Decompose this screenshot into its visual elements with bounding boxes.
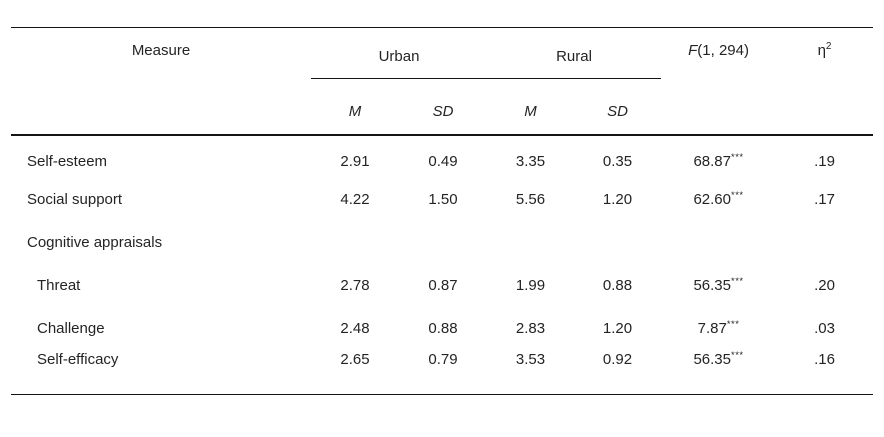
row-label: Threat: [37, 277, 81, 294]
rural-sd-cell: 0.88: [602, 277, 633, 294]
rural-mean-cell: [487, 221, 574, 264]
rural-mean-cell: 5.56: [515, 191, 546, 208]
column-group-urban: Urban: [311, 27, 488, 79]
f-value: 62.60: [693, 191, 731, 208]
rural-sd-cell: 1.20: [602, 320, 633, 337]
urban-mean-cell: 2.78: [340, 277, 370, 294]
urban-sd-cell: 0.49: [428, 152, 458, 170]
measure-cell: Cognitive appraisals: [11, 221, 311, 264]
table-row: Threat 2.78 0.87 1.99 0.88 56.35*** .20: [11, 264, 873, 307]
column-header-urban-sd: SD: [432, 102, 454, 120]
column-header-measure: Measure: [11, 28, 311, 136]
column-header-urban-mean: M: [348, 102, 362, 120]
measure-cell: Challenge: [11, 307, 311, 350]
row-label: Self-efficacy: [37, 351, 119, 368]
eta-squared-cell: [776, 221, 873, 264]
f-value-cell: 56.35***: [661, 350, 776, 395]
column-header-eta-squared: η2: [776, 28, 873, 136]
table-row: Social support 4.22 1.50 5.56 1.20 62.60…: [11, 178, 873, 221]
measure-cell: Threat: [11, 264, 311, 307]
urban-sd-cell: 1.50: [428, 191, 458, 208]
rural-sd-cell: [574, 221, 661, 264]
eta-symbol: η: [817, 42, 826, 59]
table-row: Challenge 2.48 0.88 2.83 1.20 7.87*** .0…: [11, 307, 873, 350]
f-value-cell: [661, 221, 776, 264]
significance-asterisks: ***: [731, 190, 744, 201]
table-row: Cognitive appraisals: [11, 221, 873, 264]
column-header-rural-mean: M: [524, 102, 537, 120]
eta-squared-cell: .03: [814, 320, 835, 337]
eta-exponent: 2: [825, 41, 832, 52]
anova-results-table: Measure Urban Rural F(1, 294) η2 M SD M …: [11, 27, 874, 395]
significance-asterisks: ***: [731, 350, 744, 361]
f-degrees-of-freedom: (1, 294): [697, 42, 749, 59]
measure-cell: Self-efficacy: [11, 350, 311, 395]
column-header-rural-sd: SD: [607, 102, 628, 120]
urban-mean-cell: 2.65: [340, 351, 370, 368]
urban-sd-cell: 0.88: [428, 320, 458, 337]
rural-group-label: Rural: [556, 48, 592, 65]
row-label: Cognitive appraisals: [27, 234, 163, 251]
f-value-cell: 7.87***: [661, 307, 776, 350]
measure-cell: Self-esteem: [11, 135, 311, 178]
f-value-cell: 68.87***: [661, 135, 776, 178]
rural-sd-cell: 1.20: [602, 191, 633, 208]
f-value: 68.87: [693, 152, 731, 170]
eta-squared-cell: .16: [814, 351, 835, 368]
f-value-cell: 62.60***: [661, 178, 776, 221]
significance-asterisks: ***: [731, 151, 744, 163]
rural-mean-cell: 2.83: [515, 320, 546, 337]
f-value: 56.35: [693, 277, 731, 294]
table-body: Self-esteem 2.91 0.49 3.35 0.35 68.87***…: [11, 135, 873, 395]
significance-asterisks: ***: [731, 276, 744, 287]
table-header: Measure Urban Rural F(1, 294) η2 M SD M …: [11, 27, 874, 136]
table-row: Self-esteem 2.91 0.49 3.35 0.35 68.87***…: [11, 135, 873, 178]
urban-mean-cell: 4.22: [340, 191, 370, 208]
rural-mean-cell: 3.53: [515, 351, 546, 368]
f-value: 7.87: [697, 320, 727, 337]
measure-cell: Social support: [11, 178, 311, 221]
row-label: Self-esteem: [27, 152, 108, 170]
f-symbol: F: [688, 42, 698, 59]
rural-sd-cell: 0.35: [602, 152, 633, 170]
column-group-rural: Rural: [487, 27, 662, 79]
urban-mean-cell: 2.48: [340, 320, 370, 337]
urban-mean-cell: 2.91: [340, 152, 370, 170]
header-row-groups: Measure Urban Rural F(1, 294) η2: [11, 27, 873, 79]
rural-mean-cell: 3.35: [515, 152, 546, 170]
urban-sd-cell: 0.79: [428, 351, 458, 368]
f-value-cell: 56.35***: [661, 264, 776, 307]
eta-squared-cell: .20: [814, 277, 835, 294]
column-header-f-statistic: F(1, 294): [661, 28, 776, 136]
urban-group-label: Urban: [378, 48, 420, 65]
eta-squared-cell: .17: [814, 191, 835, 208]
rural-sd-cell: 0.92: [602, 351, 633, 368]
table-row: Self-efficacy 2.65 0.79 3.53 0.92 56.35*…: [11, 350, 873, 395]
significance-asterisks: ***: [726, 319, 740, 330]
rural-mean-cell: 1.99: [515, 277, 546, 294]
urban-sd-cell: [399, 221, 487, 264]
eta-squared-cell: .19: [814, 152, 835, 170]
measure-header-label: Measure: [131, 42, 191, 59]
row-label: Challenge: [37, 320, 105, 337]
urban-sd-cell: 0.87: [428, 277, 458, 294]
f-value: 56.35: [693, 351, 731, 368]
header-row-statistics: M SD M SD: [11, 79, 873, 136]
row-label: Social support: [27, 191, 123, 208]
urban-mean-cell: [311, 221, 399, 264]
